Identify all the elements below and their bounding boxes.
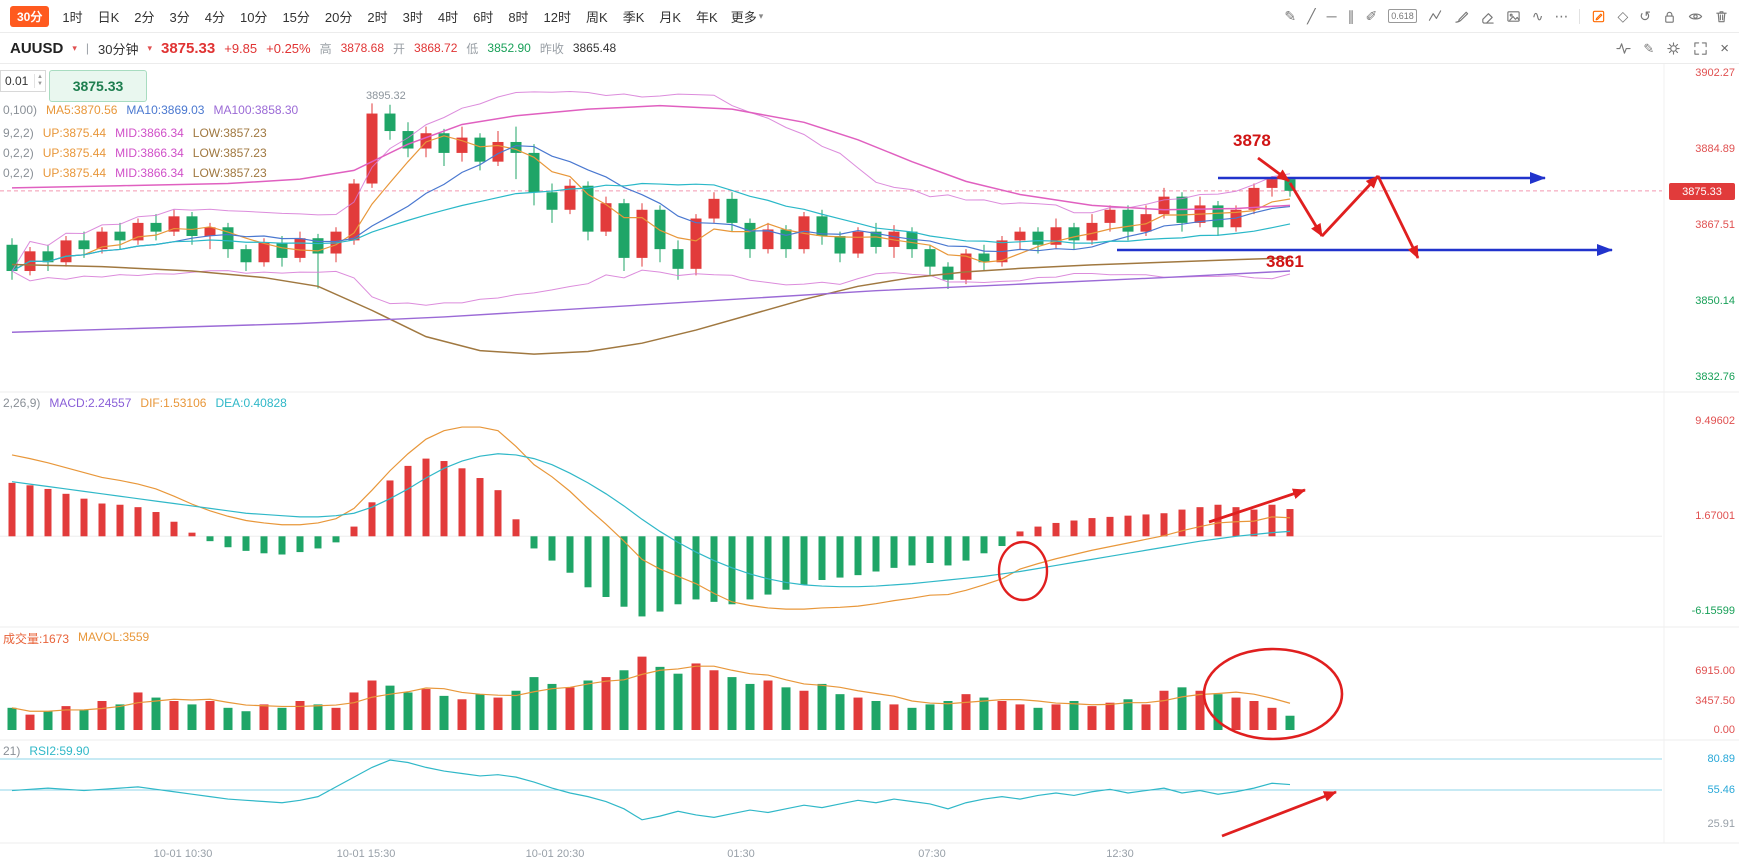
image-icon[interactable]: [1506, 9, 1521, 24]
open-label: 开: [393, 41, 406, 56]
high-label: 高: [319, 41, 332, 56]
resistance-level-label: 3878: [1233, 131, 1271, 150]
period-dropdown-icon[interactable]: ▾: [147, 42, 152, 53]
brush-icon[interactable]: [1454, 9, 1469, 24]
support-level-label: 3861: [1266, 252, 1304, 271]
chart-actions: ✎ ×: [1616, 40, 1729, 57]
toolbar-divider: [1579, 8, 1581, 24]
high-value: 3878.68: [340, 41, 384, 55]
settings-icon[interactable]: [1666, 41, 1681, 56]
peak-price-label: 3895.32: [366, 90, 406, 102]
pulse-icon[interactable]: [1616, 41, 1631, 56]
delete-icon[interactable]: [1714, 9, 1729, 24]
current-price-tag: 3875.33: [1669, 183, 1735, 200]
close-icon[interactable]: ×: [1720, 39, 1729, 57]
period-tab-16[interactable]: 季K: [622, 9, 645, 25]
edit-icon[interactable]: ✎: [1643, 40, 1655, 56]
divider: |: [85, 41, 89, 55]
step-down-icon[interactable]: ▼: [37, 81, 43, 87]
period-tab-6[interactable]: 10分: [239, 9, 268, 25]
symbol-name[interactable]: AUUSD: [10, 39, 64, 57]
step-value: 0.01: [5, 74, 29, 88]
period-tab-3[interactable]: 2分: [134, 9, 155, 25]
shapes-icon[interactable]: ◇: [1617, 8, 1629, 24]
prev-close-value: 3865.48: [572, 41, 617, 55]
prev-close-label: 昨收: [539, 41, 564, 56]
period-tab-8[interactable]: 20分: [324, 9, 353, 25]
more-tools-icon[interactable]: ⋯: [1554, 8, 1569, 24]
quantity-stepper[interactable]: 0.01 ▲ ▼: [0, 70, 46, 92]
period-tab-2[interactable]: 日K: [97, 9, 120, 25]
period-tab-1[interactable]: 1时: [62, 9, 83, 25]
order-price-button[interactable]: 3875.33: [49, 70, 147, 102]
hline-icon[interactable]: ─: [1326, 8, 1337, 24]
fullscreen-icon[interactable]: [1693, 41, 1708, 56]
eraser-icon[interactable]: [1480, 9, 1495, 24]
period-tab-5[interactable]: 4分: [204, 9, 225, 25]
more-periods-button[interactable]: 更多 ▾: [731, 7, 764, 26]
draw-panel-icon[interactable]: [1591, 9, 1606, 24]
more-label: 更多: [730, 9, 757, 25]
symbol-bar: AUUSD ▾ | 30分钟 ▾ 3875.33 +9.85 +0.25% 高 …: [0, 33, 1739, 64]
period-tab-15[interactable]: 周K: [586, 9, 608, 25]
wave-icon[interactable]: ∿: [1531, 8, 1544, 24]
low-value: 3852.90: [487, 41, 531, 55]
period-tab-17[interactable]: 月K: [659, 9, 682, 25]
period-tab-4[interactable]: 3分: [169, 9, 190, 25]
drawing-toolbar: ✎ ╱ ─ ∥ ✐ 0.618 ∿ ⋯ ◇ ↺: [1284, 8, 1729, 24]
last-price: 3875.33: [161, 39, 216, 57]
low-label: 低: [466, 41, 479, 56]
toolbar: 30分 1时 日K 2分 3分 4分 10分 15分 20分 2时 3时 4时 6时 8时 12时 周K 季K…: [0, 0, 1739, 33]
period-tab-9[interactable]: 2时: [367, 9, 388, 25]
pencil-icon[interactable]: ✐: [1365, 8, 1378, 24]
step-up-icon[interactable]: ▲: [37, 74, 43, 81]
undo-icon[interactable]: ↺: [1639, 8, 1651, 24]
chevron-down-icon: ▾: [758, 10, 764, 21]
period-selector[interactable]: 30分钟: [98, 41, 139, 57]
period-tabs: 1时 日K 2分 3分 4分 10分 15分 20分 2时 3时 4时 6时 8时 12时 周K 季K 月K 年K: [62, 7, 717, 26]
period-tab-10[interactable]: 3时: [402, 9, 423, 25]
stepper-arrows[interactable]: ▲ ▼: [34, 74, 45, 88]
period-tab-11[interactable]: 4时: [437, 9, 459, 25]
symbol-dropdown-icon[interactable]: ▾: [72, 42, 77, 53]
trendline-icon[interactable]: ╱: [1307, 8, 1316, 24]
open-value: 3868.72: [414, 41, 458, 55]
pattern-icon[interactable]: [1428, 9, 1443, 24]
period-tab-active[interactable]: 30分: [10, 5, 50, 27]
period-tab-14[interactable]: 12时: [543, 9, 572, 25]
period-tab-18[interactable]: 年K: [696, 9, 718, 25]
fibonacci-icon[interactable]: 0.618: [1388, 9, 1417, 23]
period-tab-13[interactable]: 8时: [508, 9, 529, 25]
channel-icon[interactable]: ∥: [1347, 8, 1355, 24]
price-change-pct: +0.25%: [266, 40, 311, 56]
period-tab-12[interactable]: 6时: [473, 9, 494, 25]
lock-icon[interactable]: [1662, 9, 1677, 24]
visibility-icon[interactable]: [1688, 9, 1703, 24]
period-tab-7[interactable]: 15分: [282, 9, 310, 25]
pen-icon[interactable]: ✎: [1284, 8, 1297, 24]
price-change: +9.85: [224, 40, 258, 56]
